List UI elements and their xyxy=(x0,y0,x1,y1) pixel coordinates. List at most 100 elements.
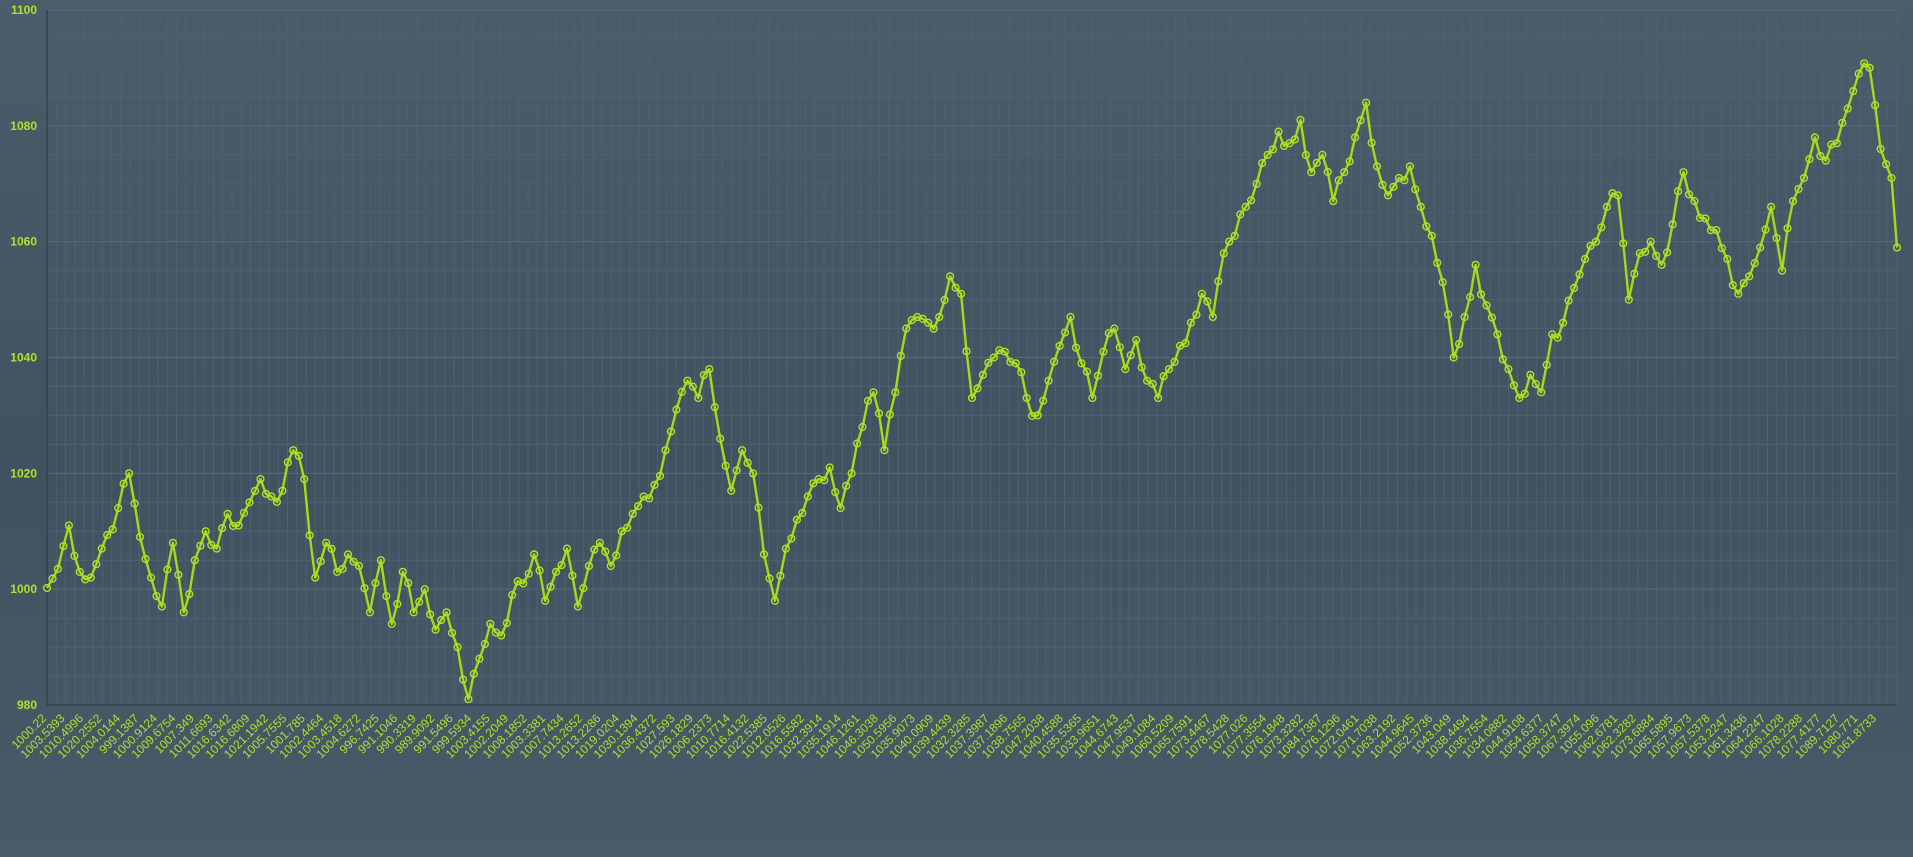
data-point xyxy=(1531,379,1540,389)
data-point xyxy=(978,370,988,380)
data-point xyxy=(267,492,276,501)
y-tick-label: 1060 xyxy=(10,235,37,249)
data-point xyxy=(1673,187,1683,196)
data-point xyxy=(338,564,347,574)
data-point xyxy=(748,469,758,478)
data-point xyxy=(1438,278,1447,287)
data-point xyxy=(486,619,495,629)
data-point xyxy=(956,289,966,298)
data-point xyxy=(1564,296,1573,305)
data-point xyxy=(1329,197,1338,206)
data-point xyxy=(42,583,52,593)
data-point xyxy=(1498,355,1508,364)
data-point xyxy=(841,481,851,490)
data-point xyxy=(1728,281,1737,290)
data-point xyxy=(1372,162,1382,171)
data-point xyxy=(633,502,643,511)
data-point xyxy=(1411,185,1420,194)
data-point xyxy=(1635,249,1644,258)
data-point xyxy=(1274,127,1283,136)
data-point xyxy=(1591,237,1601,246)
axis-lines xyxy=(46,10,1897,706)
data-point xyxy=(1843,104,1852,113)
data-point xyxy=(343,550,353,559)
data-point xyxy=(108,525,117,534)
data-point xyxy=(289,446,298,455)
data-point xyxy=(1761,225,1770,234)
data-point xyxy=(376,556,386,565)
data-point xyxy=(1701,214,1710,223)
data-point xyxy=(1066,312,1075,322)
data-point xyxy=(212,544,221,553)
data-point xyxy=(447,628,457,638)
data-point xyxy=(1192,310,1201,319)
data-point xyxy=(1745,272,1754,281)
data-point xyxy=(1153,393,1163,403)
data-point xyxy=(1487,313,1497,322)
data-point xyxy=(125,469,134,478)
data-point xyxy=(896,351,905,360)
data-point xyxy=(1225,237,1234,246)
x-axis-tick-labels: 1000.221003.53931010.49961020.25521004.0… xyxy=(9,711,1880,761)
data-point xyxy=(913,312,922,322)
data-point xyxy=(1717,244,1727,253)
y-axis-tick-labels: 980 1000 1020 1040 1060 1080 1100 xyxy=(10,3,37,712)
data-point xyxy=(1734,289,1743,298)
data-point xyxy=(924,318,933,327)
data-point xyxy=(1854,69,1863,78)
data-point xyxy=(1810,133,1820,142)
data-point xyxy=(207,540,216,549)
data-point xyxy=(918,314,927,323)
data-point xyxy=(1082,367,1092,376)
data-point xyxy=(1870,101,1880,110)
data-point xyxy=(1071,343,1081,352)
data-point xyxy=(278,486,287,495)
data-point xyxy=(327,544,336,554)
data-point xyxy=(666,427,676,436)
data-point xyxy=(431,625,440,634)
data-point xyxy=(508,590,517,600)
data-point xyxy=(1504,365,1513,374)
data-point xyxy=(1887,173,1896,183)
data-point xyxy=(1290,135,1300,144)
data-point xyxy=(519,579,528,588)
data-point xyxy=(393,599,402,609)
data-point xyxy=(382,591,391,601)
data-point xyxy=(469,669,479,679)
data-point xyxy=(168,538,178,547)
data-point xyxy=(1537,388,1546,397)
data-point xyxy=(316,557,325,566)
data-point xyxy=(1367,138,1376,147)
data-points xyxy=(42,59,1902,704)
data-point xyxy=(1000,347,1009,356)
data-point xyxy=(754,503,763,512)
data-point xyxy=(201,527,210,536)
data-point xyxy=(442,608,451,617)
data-point xyxy=(650,480,659,490)
data-point xyxy=(770,596,780,605)
data-point xyxy=(1088,393,1097,403)
series-1 xyxy=(45,62,1899,701)
data-point xyxy=(940,295,949,305)
data-point xyxy=(1422,222,1431,231)
data-point xyxy=(1170,357,1179,367)
data-point xyxy=(1345,157,1354,166)
data-point xyxy=(710,403,719,412)
data-point xyxy=(716,434,725,443)
data-point xyxy=(1186,318,1196,327)
data-point xyxy=(1241,202,1250,212)
y-tick-label: 1040 xyxy=(10,351,37,365)
data-point xyxy=(409,608,418,617)
data-point xyxy=(628,509,637,519)
data-point xyxy=(1340,168,1349,177)
data-point xyxy=(1044,376,1053,385)
data-point xyxy=(1558,318,1568,327)
data-point xyxy=(584,561,594,571)
data-point xyxy=(524,569,533,578)
data-point xyxy=(311,573,320,582)
data-point xyxy=(1405,162,1415,171)
data-point xyxy=(1361,98,1371,107)
data-point xyxy=(1624,295,1633,304)
data-point xyxy=(743,458,752,468)
data-point xyxy=(1766,202,1776,212)
